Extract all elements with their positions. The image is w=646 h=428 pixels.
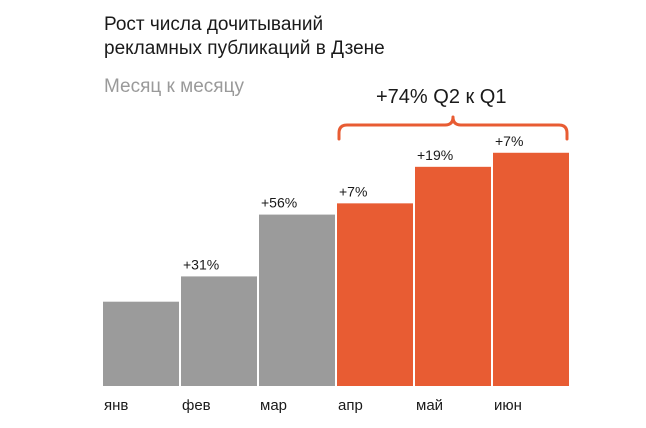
x-tick-label-май: май	[416, 397, 443, 414]
quarter-bracket	[337, 115, 569, 141]
chart-subtitle: Месяц к месяцу	[104, 76, 244, 97]
chart-title-line-1: Рост числа дочитываний	[104, 14, 324, 35]
growth-label-апр: +7%	[339, 183, 367, 199]
bar-июн	[493, 152, 569, 386]
quarter-growth-label: +74% Q2 к Q1	[376, 86, 507, 108]
bar-апр	[337, 203, 413, 386]
growth-label-мар: +56%	[261, 195, 297, 211]
x-tick-label-апр: апр	[338, 397, 363, 414]
bars-group: янв +31% фев +56% мар +7% апр +19% май +7% июн	[103, 133, 569, 414]
quarter-bracket-path	[337, 115, 569, 141]
chart-title: Рост числа дочитываний рекламных публика…	[104, 13, 444, 61]
chart-title-line-2: рекламных публикаций в Дзене	[104, 38, 385, 59]
x-tick-label-июн: июн	[494, 397, 522, 414]
x-tick-label-мар: мар	[260, 397, 287, 414]
bar-янв	[103, 301, 179, 386]
bar-мар	[259, 214, 335, 386]
bar-фев	[181, 276, 257, 386]
bar-май	[415, 166, 491, 386]
x-tick-label-фев: фев	[182, 397, 211, 414]
growth-label-июн: +7%	[495, 133, 523, 149]
growth-label-фев: +31%	[183, 256, 219, 272]
x-tick-label-янв: янв	[104, 397, 128, 414]
growth-label-май: +19%	[417, 147, 453, 163]
